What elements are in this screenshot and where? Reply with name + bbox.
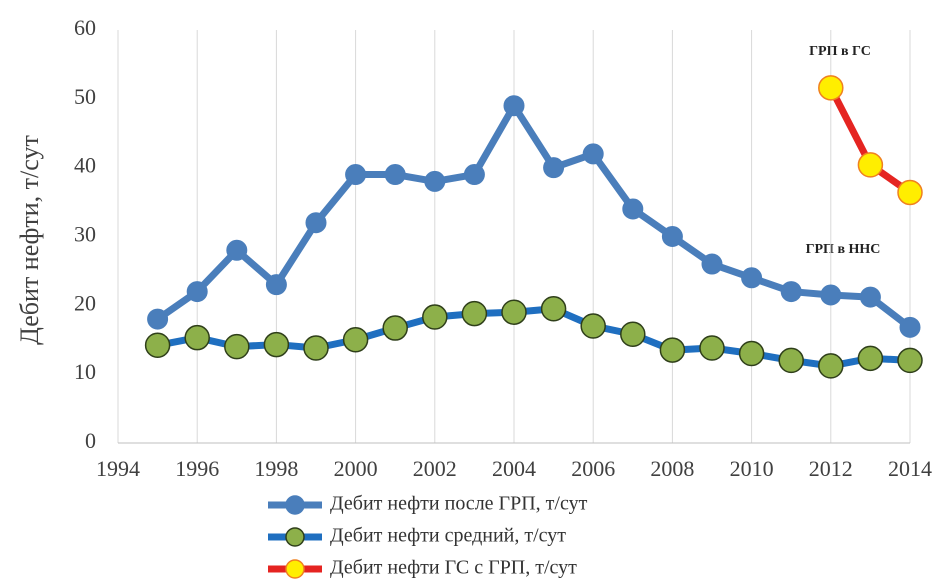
point [580, 313, 606, 339]
annotation: ГРП в ГС [809, 44, 871, 59]
point [461, 300, 488, 327]
point [342, 327, 369, 353]
point [540, 296, 567, 322]
x-tick-label: 1994 [96, 456, 140, 481]
point [701, 253, 723, 275]
y-tick-label: 0 [85, 428, 96, 453]
x-tick-label: 1998 [254, 456, 298, 481]
point [738, 340, 765, 367]
point [305, 212, 327, 234]
legend-marker [285, 559, 305, 579]
point [224, 333, 250, 360]
point [820, 284, 842, 306]
point [503, 95, 525, 117]
x-tick-label: 2004 [492, 456, 536, 481]
y-axis-label: Дебит нефти, т/сут [15, 135, 44, 345]
x-tick-label: 2008 [650, 456, 694, 481]
x-tick-label: 2010 [730, 456, 774, 481]
point [543, 157, 565, 179]
point [818, 353, 844, 379]
y-tick-label: 50 [74, 84, 96, 109]
legend-marker [285, 527, 305, 547]
x-tick-label: 2006 [571, 456, 615, 481]
point [859, 286, 881, 308]
y-tick-label: 10 [74, 359, 96, 384]
point [741, 267, 763, 289]
point [661, 226, 683, 247]
x-tick-label: 2014 [888, 456, 932, 481]
point [424, 170, 446, 192]
point [857, 345, 884, 372]
point [263, 331, 290, 358]
x-tick-label: 2012 [809, 456, 853, 481]
y-tick-label: 30 [74, 222, 96, 247]
annotation: ГРП в ННС [806, 242, 881, 257]
point [303, 335, 329, 361]
point [265, 274, 287, 296]
point [818, 75, 844, 101]
point [226, 239, 248, 261]
y-tick-label: 60 [74, 15, 96, 40]
point [184, 324, 210, 351]
point [857, 152, 884, 178]
point [382, 315, 408, 341]
point [384, 164, 406, 186]
y-tick-label: 40 [74, 153, 96, 178]
point [699, 335, 725, 361]
point [582, 143, 604, 165]
point [501, 299, 527, 325]
point [620, 321, 646, 347]
point [897, 347, 923, 374]
point [778, 347, 804, 374]
point [899, 316, 921, 338]
y-tick-label: 20 [74, 290, 96, 315]
point [345, 164, 367, 186]
legend-marker [285, 495, 305, 515]
legend-label: Дебит нефти после ГРП, т/сут [330, 493, 588, 515]
point [622, 198, 644, 220]
point [897, 179, 923, 206]
point [186, 281, 208, 303]
point [422, 304, 448, 330]
point [144, 332, 171, 359]
point [463, 164, 485, 186]
point [780, 281, 802, 303]
x-tick-label: 1996 [175, 456, 219, 481]
point [147, 308, 169, 330]
x-tick-label: 2002 [413, 456, 457, 481]
legend-label: Дебит нефти средний, т/сут [330, 525, 566, 547]
x-tick-label: 2000 [334, 456, 378, 481]
point [659, 337, 686, 363]
legend-label: Дебит нефти ГС с ГРП, т/сут [330, 557, 577, 579]
